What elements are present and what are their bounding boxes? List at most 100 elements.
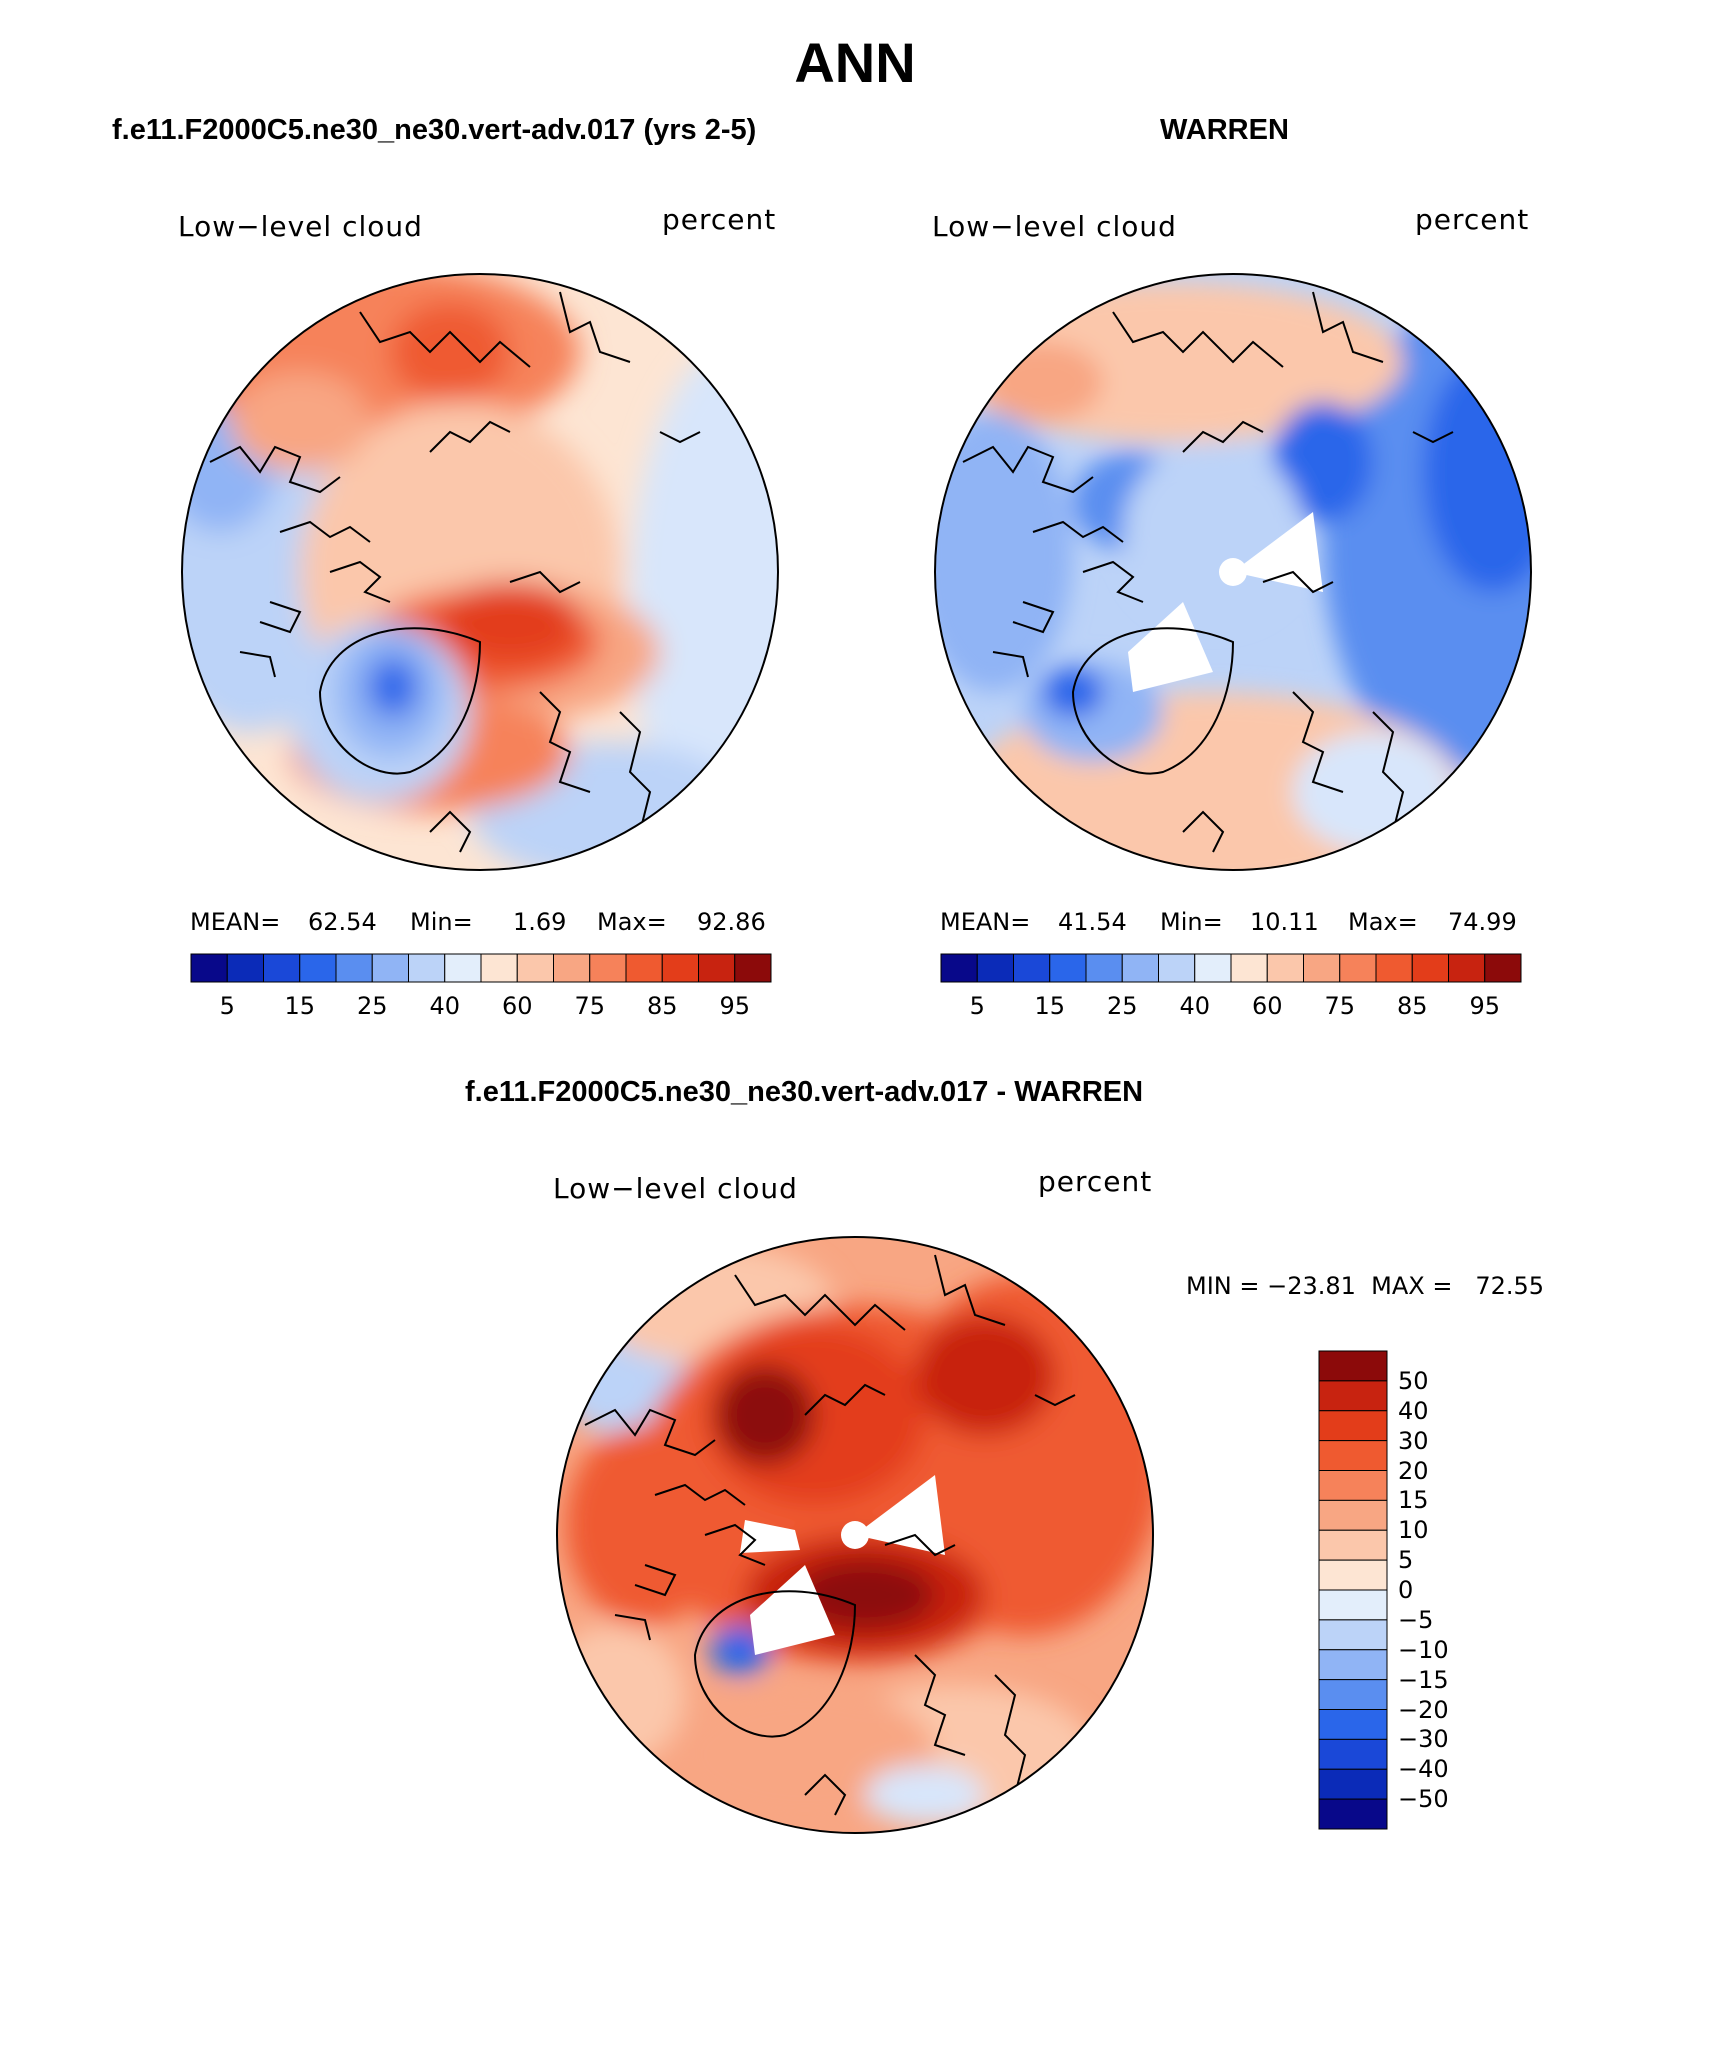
top-right-mean-value: 41.54 [1058, 908, 1127, 936]
top-right-polar-map [933, 272, 1533, 872]
bottom-colorbar-tick-label: −20 [1398, 1695, 1449, 1724]
top-left-colorbar-box [371, 953, 409, 983]
top-right-colorbar-box [1266, 953, 1304, 983]
top-left-colorbar-tick-label: 60 [501, 992, 533, 1020]
top-right-colorbar-box [1303, 953, 1341, 983]
top-left-colorbar-box [661, 953, 699, 983]
bottom-difference-polar-map [555, 1235, 1155, 1835]
top-right-colorbar-box [976, 953, 1014, 983]
top-left-colorbar-tick-label: 5 [219, 992, 235, 1020]
top-right-colorbar-box [1411, 953, 1449, 983]
top-right-colorbar-tick-label: 60 [1251, 992, 1283, 1020]
bottom-colorbar-box [1318, 1709, 1388, 1740]
top-left-colorbar-box [698, 953, 736, 983]
bottom-colorbar-box [1318, 1589, 1388, 1621]
bottom-variable-label: Low−level cloud [553, 1172, 798, 1205]
top-left-polar-map [180, 272, 780, 872]
top-left-min-label: Min= [410, 908, 473, 936]
bottom-colorbar-box [1318, 1619, 1388, 1651]
top-right-colorbar-box [1484, 953, 1522, 983]
top-left-min-value: 1.69 [513, 908, 567, 936]
top-left-colorbar-box [589, 953, 627, 983]
top-left-mean-value: 62.54 [308, 908, 377, 936]
top-right-max-value: 74.99 [1448, 908, 1517, 936]
top-right-variable-label: Low−level cloud [932, 210, 1177, 243]
bottom-minmax-label: MIN = −23.81 MAX = 72.55 [1186, 1272, 1545, 1300]
bottom-colorbar-tick-label: 20 [1398, 1456, 1429, 1485]
top-left-colorbar-tick-label: 75 [574, 992, 606, 1020]
top-left-variable-label: Low−level cloud [178, 210, 423, 243]
top-left-colorbar-box [516, 953, 554, 983]
bottom-colorbar-box [1318, 1410, 1388, 1442]
top-right-colorbar-box [1085, 953, 1123, 983]
top-right-colorbar-ticks: 5 15 25 40 60 75 85 95 [940, 992, 1522, 1022]
bottom-colorbar-box [1318, 1559, 1388, 1591]
bottom-colorbar-tick-label: −5 [1398, 1605, 1434, 1634]
top-right-min-value: 10.11 [1250, 908, 1319, 936]
bottom-colorbar-tick-label: −10 [1398, 1635, 1449, 1664]
top-left-colorbar-box [625, 953, 663, 983]
bottom-colorbar-tick-label: −50 [1398, 1785, 1449, 1814]
bottom-colorbar-tick-label: 50 [1398, 1366, 1429, 1395]
top-right-colorbar-tick-label: 15 [1034, 992, 1066, 1020]
top-right-colorbar-box [1158, 953, 1196, 983]
top-left-colorbar-box [553, 953, 591, 983]
top-right-colorbar-tick-label: 85 [1396, 992, 1428, 1020]
top-left-colorbar-box [263, 953, 301, 983]
bottom-colorbar-box [1318, 1679, 1388, 1710]
bottom-colorbar-box [1318, 1798, 1388, 1830]
bottom-colorbar-tick-label: −30 [1398, 1725, 1449, 1754]
top-left-colorbar-box [408, 953, 446, 983]
bottom-panel-title: f.e11.F2000C5.ne30_ne30.vert-adv.017 - W… [465, 1076, 1144, 1108]
bottom-colorbar-box [1318, 1529, 1388, 1561]
top-right-colorbar-box [1230, 953, 1268, 983]
bottom-colorbar-tick-label: 40 [1398, 1396, 1429, 1425]
bottom-colorbar-box [1318, 1470, 1388, 1501]
bottom-colorbar-ticks: 50 40 30 20 15 10 5 0 −5 −10 −15 −20 −30 −40 −50 [1398, 1350, 1478, 1830]
top-right-colorbar-tick-label: 5 [969, 992, 985, 1020]
top-left-colorbar-box [190, 953, 228, 983]
bottom-colorbar-tick-label: 10 [1398, 1516, 1429, 1545]
figure-title: ANN [794, 31, 916, 94]
bottom-colorbar-box [1318, 1350, 1388, 1382]
top-left-colorbar-box [444, 953, 482, 983]
top-right-colorbar-tick-label: 95 [1469, 992, 1501, 1020]
top-right-colorbar-box [1194, 953, 1232, 983]
top-right-colorbar-box [1339, 953, 1377, 983]
top-left-colorbar-tick-label: 15 [284, 992, 316, 1020]
bottom-colorbar-box [1318, 1440, 1388, 1471]
bottom-colorbar-box [1318, 1499, 1388, 1531]
bottom-colorbar-tick-label: 5 [1398, 1546, 1414, 1575]
top-left-colorbar-box [226, 953, 264, 983]
bottom-colorbar-box [1318, 1649, 1388, 1681]
bottom-colorbar-tick-label: 30 [1398, 1426, 1429, 1455]
bottom-colorbar-tick-label: 0 [1398, 1576, 1414, 1604]
top-right-panel-title: WARREN [1160, 114, 1289, 146]
bottom-units-label: percent [1038, 1165, 1153, 1198]
top-left-units-label: percent [662, 203, 777, 236]
bottom-colorbar-tick-label: −15 [1398, 1665, 1449, 1694]
top-right-mean-label: MEAN= [940, 908, 1031, 936]
top-right-max-label: Max= [1348, 908, 1418, 936]
bottom-colorbar-tick-label: −40 [1398, 1755, 1449, 1784]
top-right-colorbar-tick-label: 75 [1324, 992, 1356, 1020]
top-left-panel-title: f.e11.F2000C5.ne30_ne30.vert-adv.017 (yr… [112, 114, 757, 146]
top-left-colorbar-tick-label: 85 [646, 992, 678, 1020]
top-right-colorbar-box [940, 953, 978, 983]
top-left-colorbar-box [734, 953, 772, 983]
top-right-colorbar-box [1049, 953, 1087, 983]
top-left-colorbar-box [299, 953, 337, 983]
top-right-colorbar-box [1121, 953, 1159, 983]
bottom-colorbar-box [1318, 1738, 1388, 1770]
top-left-mean-label: MEAN= [190, 908, 281, 936]
top-left-colorbar-ticks: 5 15 25 40 60 75 85 95 [190, 992, 772, 1022]
top-right-colorbar-box [1448, 953, 1486, 983]
top-right-min-label: Min= [1160, 908, 1223, 936]
top-left-max-value: 92.86 [697, 908, 766, 936]
top-right-colorbar-box [1013, 953, 1051, 983]
top-right-units-label: percent [1415, 203, 1530, 236]
bottom-colorbar [1318, 1350, 1388, 1830]
bottom-colorbar-box [1318, 1380, 1388, 1412]
top-left-max-label: Max= [597, 908, 667, 936]
top-right-colorbar-tick-label: 25 [1106, 992, 1138, 1020]
